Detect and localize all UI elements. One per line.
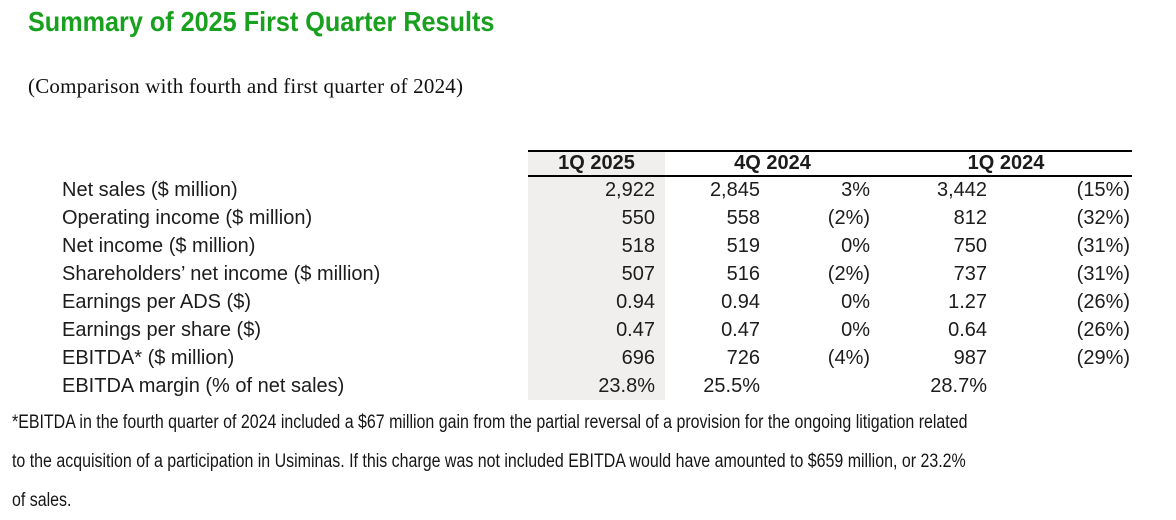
q4-2024-change-cell: 0% bbox=[841, 234, 871, 257]
table-header-row: 1Q 2025 4Q 2024 1Q 2024 bbox=[62, 150, 1133, 177]
q1-2024-change-cell: (29%) bbox=[1076, 346, 1131, 369]
table-row: Net sales ($ million) 2,922 2,845 3% 3,4… bbox=[62, 176, 1132, 204]
row-label: Net income ($ million) bbox=[62, 234, 256, 257]
q1-2024-change-cell: (31%) bbox=[1076, 234, 1131, 257]
footnote-line: *EBITDA in the fourth quarter of 2024 in… bbox=[12, 412, 968, 433]
row-label: Earnings per ADS ($) bbox=[62, 290, 251, 313]
q1-2025-cell: 550 bbox=[528, 204, 665, 232]
q4-2024-value-cell: 519 bbox=[726, 234, 760, 257]
table-row: EBITDA* ($ million) 696 726 (4%) 987 (29… bbox=[62, 344, 1132, 372]
row-label: Net sales ($ million) bbox=[62, 178, 238, 201]
q4-2024-value-cell: 558 bbox=[726, 206, 760, 229]
q4-2024-change-cell: 3% bbox=[841, 179, 871, 201]
q1-2025-cell: 507 bbox=[528, 260, 665, 288]
table-row: Earnings per ADS ($) 0.94 0.94 0% 1.27 (… bbox=[62, 288, 1132, 316]
row-label: Shareholders’ net income ($ million) bbox=[62, 262, 381, 285]
q1-2024-value-cell: 987 bbox=[953, 346, 988, 369]
q1-2025-cell: 696 bbox=[528, 344, 665, 372]
q1-2024-change-cell: (31%) bbox=[1076, 262, 1131, 285]
table-row: Operating income ($ million) 550 558 (2%… bbox=[62, 204, 1132, 232]
table-row: Earnings per share ($) 0.47 0.47 0% 0.64… bbox=[62, 316, 1132, 344]
table-row: Net income ($ million) 518 519 0% 750 (3… bbox=[62, 232, 1132, 260]
q1-2025-cell: 518 bbox=[528, 232, 665, 260]
row-label: EBITDA margin (% of net sales) bbox=[62, 374, 345, 397]
q4-2024-value-cell: 25.5% bbox=[703, 374, 760, 397]
q4-2024-change-cell: 0% bbox=[841, 318, 871, 341]
q1-2025-cell: 23.8% bbox=[528, 372, 665, 400]
q1-2024-change-cell: (26%) bbox=[1076, 318, 1131, 341]
q4-2024-value-cell: 2,845 bbox=[709, 179, 760, 201]
q1-2024-value-cell: 812 bbox=[953, 206, 988, 229]
q1-2025-cell: 0.94 bbox=[528, 288, 665, 316]
page-title: Summary of 2025 First Quarter Results bbox=[28, 6, 495, 37]
q1-2025-cell: 0.47 bbox=[528, 316, 665, 344]
q1-2024-change-cell: (26%) bbox=[1076, 290, 1131, 313]
q4-2024-value-cell: 0.47 bbox=[721, 318, 760, 341]
q4-2024-change-cell: 0% bbox=[841, 290, 871, 313]
page-subtitle: (Comparison with fourth and first quarte… bbox=[28, 74, 464, 98]
q4-2024-value-cell: 0.94 bbox=[721, 290, 760, 313]
col-header-q1-2024: 1Q 2024 bbox=[880, 150, 1133, 177]
q1-2024-change-cell bbox=[997, 372, 1132, 400]
footnote: *EBITDA in the fourth quarter of 2024 in… bbox=[12, 403, 1176, 520]
col-header-q1-2025: 1Q 2025 bbox=[528, 150, 665, 177]
q4-2024-change-cell: (4%) bbox=[827, 346, 871, 369]
q4-2024-value-cell: 726 bbox=[726, 346, 760, 369]
row-label: EBITDA* ($ million) bbox=[62, 346, 235, 369]
q1-2024-value-cell: 750 bbox=[953, 234, 988, 257]
q4-2024-change-cell: (2%) bbox=[827, 262, 871, 285]
q1-2024-value-cell: 1.27 bbox=[948, 290, 988, 313]
q1-2024-value-cell: 28.7% bbox=[930, 374, 988, 397]
q4-2024-change-cell bbox=[770, 372, 880, 400]
results-table: 1Q 2025 4Q 2024 1Q 2024 Net sales ($ mil… bbox=[62, 150, 1133, 400]
table-row: EBITDA margin (% of net sales) 23.8% 25.… bbox=[62, 372, 1132, 400]
q1-2024-value-cell: 3,442 bbox=[936, 179, 988, 201]
footnote-line: to the acquisition of a participation in… bbox=[12, 451, 966, 472]
col-header-q4-2024: 4Q 2024 bbox=[665, 150, 881, 177]
footnote-line: of sales. bbox=[12, 490, 72, 511]
col-header-empty bbox=[62, 151, 528, 176]
q1-2025-cell: 2,922 bbox=[528, 176, 665, 204]
q1-2024-change-cell: (32%) bbox=[1076, 206, 1131, 229]
row-label: Earnings per share ($) bbox=[62, 318, 261, 341]
q1-2024-change-cell: (15%) bbox=[1076, 179, 1131, 201]
table-row: Shareholders’ net income ($ million) 507… bbox=[62, 260, 1132, 288]
q4-2024-value-cell: 516 bbox=[726, 262, 760, 285]
q4-2024-change-cell: (2%) bbox=[827, 206, 871, 229]
q1-2024-value-cell: 0.64 bbox=[948, 318, 988, 341]
row-label: Operating income ($ million) bbox=[62, 206, 313, 229]
q1-2024-value-cell: 737 bbox=[953, 262, 988, 285]
